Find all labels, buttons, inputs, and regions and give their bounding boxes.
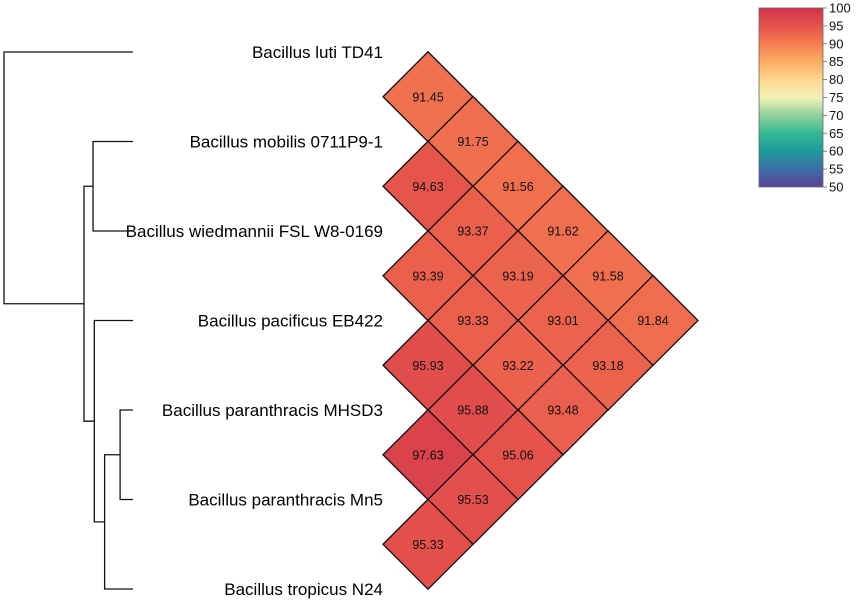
cell-value-label: 95.93	[412, 359, 443, 373]
taxon-label: Bacillus pacificus EB422	[198, 312, 383, 331]
dendrogram-branch	[93, 319, 133, 523]
cell-value-label: 95.06	[502, 448, 533, 462]
cell-value-label: 95.33	[412, 538, 443, 552]
taxon-label: Bacillus mobilis 0711P9-1	[190, 133, 383, 152]
color-scale-tick-label: 50	[829, 180, 843, 195]
color-scale-tick-label: 95	[829, 18, 843, 33]
cell-value-label: 91.56	[502, 180, 533, 194]
dendrogram-branch	[3, 51, 133, 305]
cell-value-label: 95.53	[457, 493, 488, 507]
color-scale-tick-label: 100	[829, 1, 851, 16]
cell-value-label: 93.22	[502, 359, 533, 373]
taxon-label: Bacillus tropicus N24	[224, 580, 383, 599]
dendrogram-branch	[92, 140, 133, 232]
cell-value-label: 93.18	[592, 359, 623, 373]
color-scale-tick-label: 65	[829, 126, 843, 141]
cell-value-label: 91.75	[457, 135, 488, 149]
heatmap-cell	[382, 498, 474, 591]
taxon-labels: Bacillus luti TD41 Bacillus mobilis 0711P…	[126, 43, 383, 599]
taxon-label: Bacillus wiedmannii FSL W8-0169	[126, 222, 383, 241]
color-scale-tick-label: 60	[829, 144, 843, 159]
cell-value-label: 94.63	[412, 180, 443, 194]
cell-value-label: 93.19	[502, 269, 533, 283]
color-legend: 100 95 90 85 80 75 70 65 60 55 50	[758, 1, 851, 195]
cell-value-label: 97.63	[412, 448, 443, 462]
color-scale-tick-label: 70	[829, 108, 843, 123]
cell-value-label: 91.62	[547, 225, 578, 239]
dendrogram-branch	[103, 454, 133, 590]
taxon-label: Bacillus paranthracis Mn5	[188, 491, 383, 510]
color-scale-tick-label: 80	[829, 72, 843, 87]
cell-value-label: 93.33	[457, 314, 488, 328]
cell-value-label: 91.58	[592, 269, 623, 283]
cell-value-label: 93.01	[547, 314, 578, 328]
cell-value-label: 95.88	[457, 404, 488, 418]
color-scale-bar	[758, 7, 824, 188]
dendrogram	[3, 51, 133, 590]
cell-value-label: 91.84	[637, 314, 668, 328]
taxon-label: Bacillus luti TD41	[252, 43, 383, 62]
color-scale-tick-label: 90	[829, 36, 843, 51]
cell-value-label: 93.48	[547, 404, 578, 418]
color-scale-tick-label: 75	[829, 90, 843, 105]
heatmap-cells: 91.45 91.75 91.56 91.62 91.58 91.84 94.63 93.37…	[382, 50, 699, 591]
cell-value-label: 93.39	[412, 269, 443, 283]
color-scale-tick-label: 85	[829, 54, 843, 69]
taxon-label: Bacillus paranthracis MHSD3	[162, 401, 383, 420]
color-scale-tick-label: 55	[829, 162, 843, 177]
cell-value-label: 91.45	[412, 90, 443, 104]
dendrogram-branch	[119, 409, 133, 501]
cell-value-label: 93.37	[457, 225, 488, 239]
